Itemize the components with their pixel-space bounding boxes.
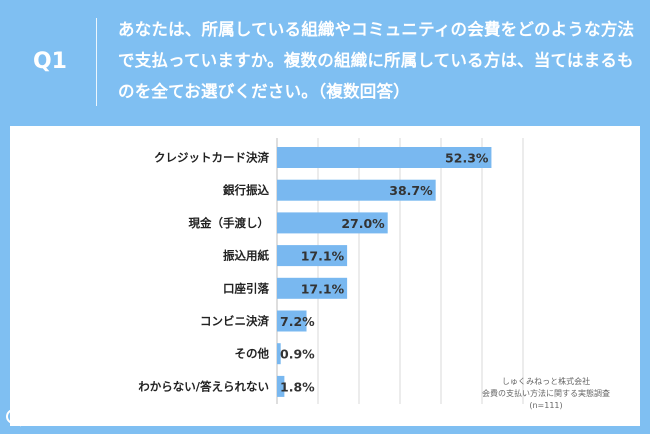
category-label: 現金（手渡し） [189,216,270,230]
header-divider [96,18,97,106]
value-label: 38.7% [389,183,433,198]
chart-panel [10,126,640,426]
value-label: 7.2% [280,314,315,329]
category-label: 振込用紙 [223,249,269,263]
bar [277,147,492,168]
value-label: 0.9% [280,347,315,362]
value-label: 17.1% [301,249,345,264]
bar [277,245,348,267]
magnifier-icon [6,408,21,424]
bar [277,179,436,201]
source-company: しゅくみねっと株式会社 [501,377,591,386]
value-label: 1.8% [280,379,315,394]
category-label: 銀行振込 [223,183,269,197]
question-number: Q1 [32,49,67,74]
value-label: 17.1% [301,281,345,296]
question-header: Q1 あなたは、所属している組織やコミュニティの会費をどのような方法で支払ってい… [0,0,650,124]
category-label: クレジットカード決済 [154,151,269,165]
bar [277,212,388,234]
source-note: しゅくみねっと株式会社 会費の支払い方法に関する実態調査 (n=111) [466,376,626,412]
value-label: 52.3% [445,151,489,166]
brand-logo: リサピー [6,404,102,428]
category-label: コンビニ決済 [200,314,269,328]
bar [277,310,307,332]
category-label: その他 [235,347,270,361]
bar [277,375,285,397]
source-sample-size: (n=111) [529,401,563,410]
brand-name: リサピー [25,410,78,426]
category-label: わからない/答えられない [138,379,269,393]
category-label: 口座引落 [223,281,269,295]
question-text: あなたは、所属している組織やコミュニティの会費をどのような方法で支払っていますか… [118,20,635,101]
source-survey: 会費の支払い方法に関する実態調査 [482,389,610,398]
value-label: 27.0% [341,216,385,231]
bar [277,343,281,365]
bar [277,277,348,299]
